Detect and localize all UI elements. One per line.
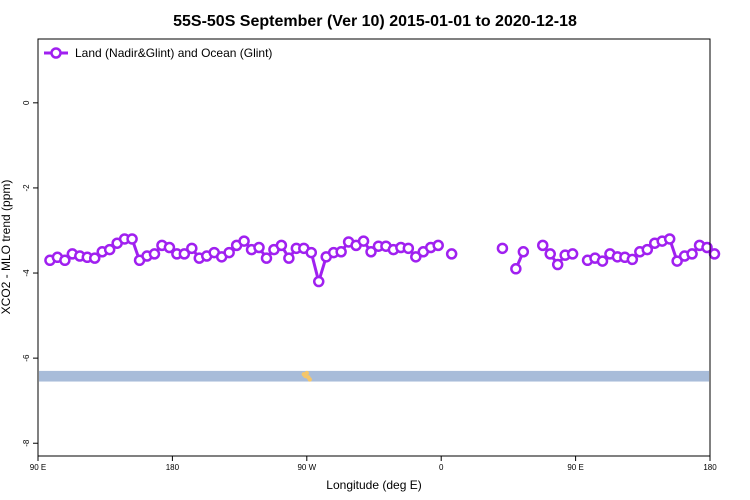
data-point xyxy=(238,235,250,247)
data-point xyxy=(596,255,609,267)
data-point xyxy=(163,241,176,254)
legend-marker-swatch xyxy=(50,47,62,59)
data-point xyxy=(88,252,101,264)
data-point xyxy=(496,242,509,255)
data-point xyxy=(510,263,522,275)
x-tick-label: 0 xyxy=(439,463,444,472)
data-point xyxy=(178,248,191,260)
x-tick-label: 90 E xyxy=(30,463,46,472)
y-tick-label: -8 xyxy=(22,439,31,447)
y-axis-label: XCO2 - MLO trend (ppm) xyxy=(0,180,13,315)
data-point xyxy=(357,235,370,247)
data-point xyxy=(517,246,530,258)
data-point xyxy=(432,239,444,252)
x-tick-label: 90 W xyxy=(297,463,316,472)
data-point xyxy=(641,243,654,256)
data-point xyxy=(103,243,116,256)
band-mark xyxy=(304,370,309,376)
data-point xyxy=(126,233,138,245)
legend-label: Land (Nadir&Glint) and Ocean (Glint) xyxy=(75,46,272,60)
y-tick-label: -2 xyxy=(22,184,31,192)
y-tick-label: 0 xyxy=(22,100,31,105)
data-point xyxy=(275,239,288,252)
data-point xyxy=(686,248,698,260)
data-point xyxy=(186,242,198,255)
data-point xyxy=(148,248,161,260)
x-tick-label: 90 E xyxy=(567,463,583,472)
plot-frame xyxy=(37,38,711,457)
x-tick-label: 180 xyxy=(703,463,717,472)
x-axis-label: Longitude (deg E) xyxy=(326,478,421,492)
data-point xyxy=(335,246,347,258)
data-point xyxy=(365,246,377,258)
plot-area xyxy=(39,233,721,382)
data-point xyxy=(671,255,683,267)
data-point xyxy=(402,242,415,255)
chart-title: 55S-50S September (Ver 10) 2015-01-01 to… xyxy=(173,13,577,30)
band-mark xyxy=(307,377,312,382)
y-axis: 0 -2 -4 -6 -8 xyxy=(22,100,38,447)
data-point xyxy=(551,258,564,271)
data-point xyxy=(544,248,556,260)
data-point xyxy=(626,253,639,266)
data-point xyxy=(701,241,713,254)
data-point xyxy=(223,246,235,259)
data-point xyxy=(59,254,71,267)
legend: Land (Nadir&Glint) and Ocean (Glint) xyxy=(44,46,272,60)
data-point xyxy=(312,275,325,288)
data-point xyxy=(566,248,579,260)
coverage-band xyxy=(39,370,709,382)
x-tick-label: 180 xyxy=(166,463,180,472)
data-point xyxy=(445,248,458,260)
y-tick-label: -6 xyxy=(22,354,31,362)
data-point xyxy=(283,252,295,264)
data-point xyxy=(410,251,422,263)
y-tick-label: -4 xyxy=(22,269,31,277)
data-point xyxy=(305,246,318,259)
x-axis: 90 E 180 90 W 0 90 E 180 xyxy=(30,456,717,472)
data-point xyxy=(708,248,721,260)
data-point xyxy=(536,239,549,252)
data-point xyxy=(260,252,273,264)
data-point xyxy=(253,241,265,254)
data-point xyxy=(663,233,676,245)
